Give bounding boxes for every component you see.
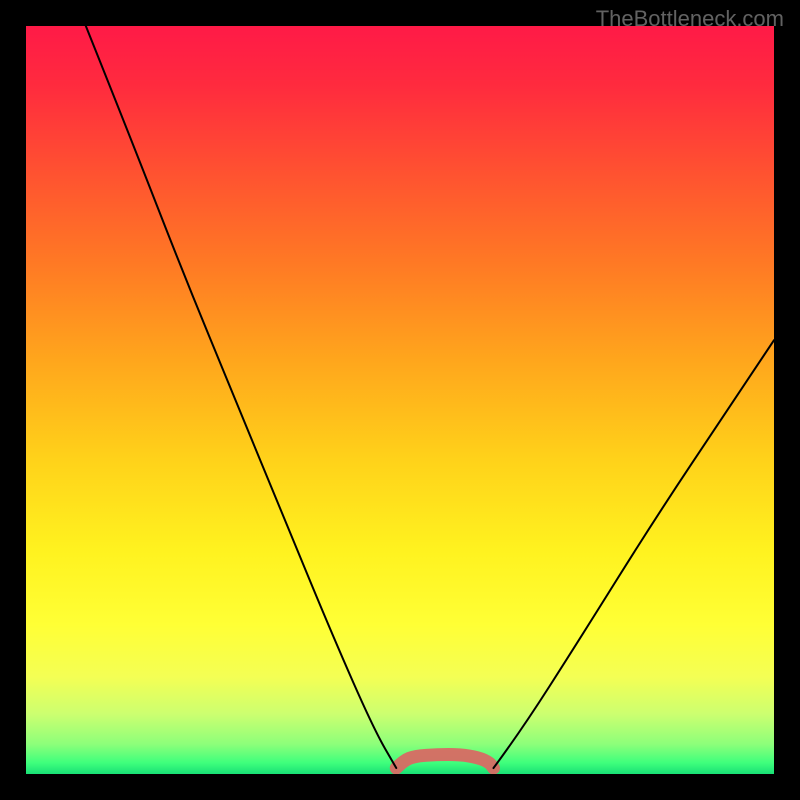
plot-background	[26, 26, 774, 774]
watermark-text: TheBottleneck.com	[596, 6, 784, 32]
chart-frame: TheBottleneck.com	[0, 0, 800, 800]
bottleneck-chart	[0, 0, 800, 800]
